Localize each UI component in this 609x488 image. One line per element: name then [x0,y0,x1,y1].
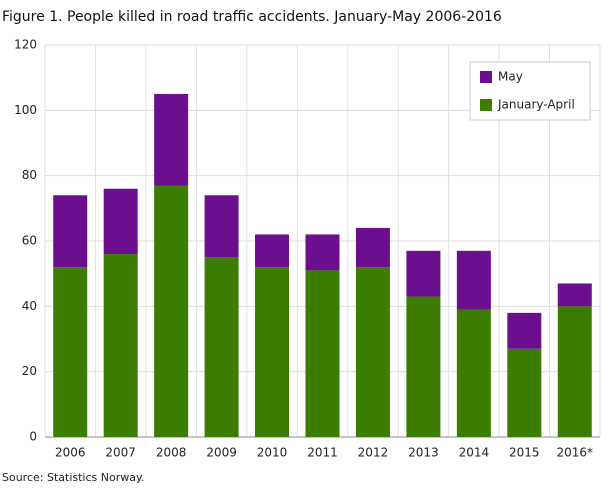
x-tick-label: 2015 [509,446,540,460]
x-tick-label: 2012 [358,446,389,460]
bar-segment [255,234,290,268]
y-tick-label: 40 [22,299,37,313]
bar-segment [557,283,592,307]
y-tick-label: 20 [22,364,37,378]
bar-segment [103,188,138,255]
bar-segment [507,348,542,437]
bar-segment [53,195,88,268]
legend-label: May [498,70,523,84]
y-tick-label: 60 [22,234,37,248]
x-tick-label: 2014 [459,446,490,460]
bar-segment [103,254,138,437]
legend-label: January-April [497,98,575,112]
bar-segment [53,267,88,437]
x-tick-label: 2008 [156,446,187,460]
chart-title: Figure 1. People killed in road traffic … [2,9,502,25]
bar-segment [255,267,290,437]
bar-segment [204,195,239,258]
y-tick-label: 120 [14,38,37,52]
bar-segment [355,227,390,268]
y-tick-label: 80 [22,168,37,182]
bar-segment [406,296,441,437]
bar-segment [456,309,491,437]
x-tick-label: 2011 [307,446,338,460]
x-tick-label: 2006 [55,446,86,460]
legend-swatch [480,99,492,111]
bar-segment [557,306,592,437]
y-tick-label: 0 [29,430,37,444]
bar-segment [355,267,390,437]
bar-segment [305,270,340,437]
bar-segment [507,312,542,349]
x-tick-label: 2007 [105,446,136,460]
x-tick-label: 2010 [257,446,288,460]
bar-segment [154,185,189,437]
bar-segment [305,234,340,271]
x-tick-label: 2009 [206,446,237,460]
x-tick-label: 2013 [408,446,439,460]
bar-segment [204,257,239,437]
bar-segment [406,250,441,297]
bar-segment [154,94,189,186]
y-tick-label: 100 [14,103,37,117]
source-note: Source: Statistics Norway. [2,471,144,484]
legend-swatch [480,71,492,83]
bar-segment [456,250,491,310]
x-tick-label: 2016* [556,446,593,460]
